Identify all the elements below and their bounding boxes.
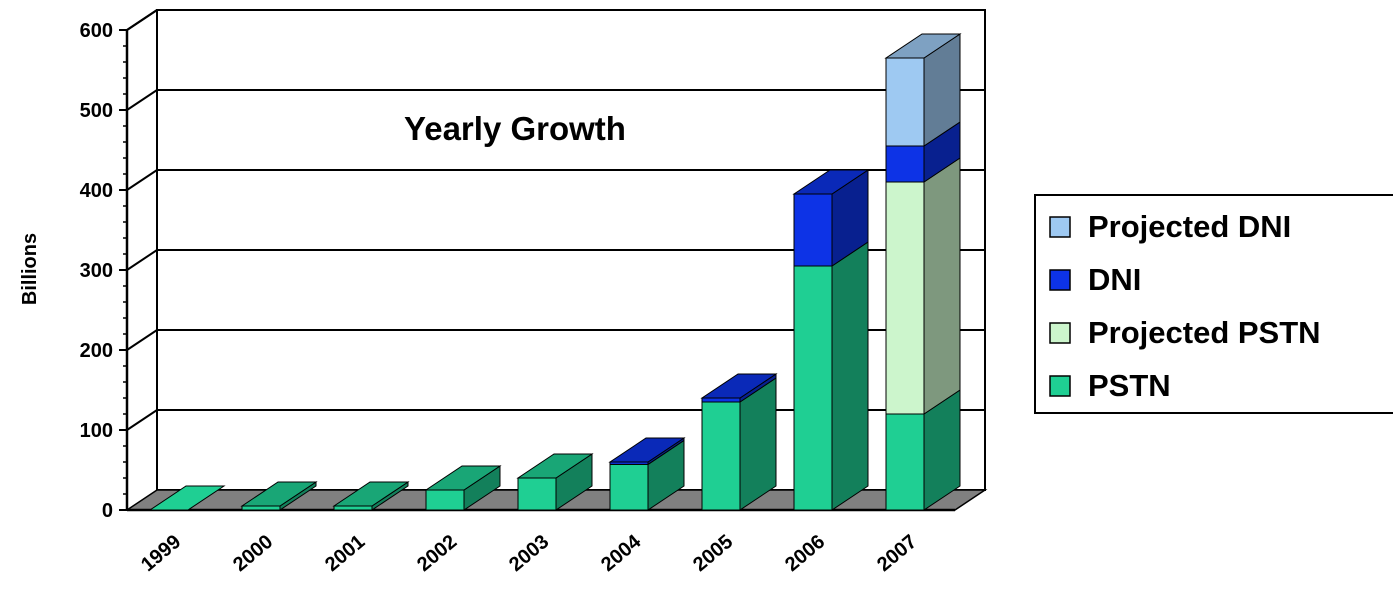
x-tick-label: 2004 bbox=[597, 530, 646, 576]
bar-segment-pstn bbox=[517, 477, 557, 511]
y-tick-label: 600 bbox=[80, 20, 113, 42]
bar-top bbox=[148, 485, 226, 511]
y-tick-label: 100 bbox=[80, 420, 113, 442]
legend-box bbox=[1034, 194, 1393, 414]
legend-swatch bbox=[1049, 375, 1071, 397]
bar-segment-pstn bbox=[793, 265, 833, 511]
legend-label: PSTN bbox=[1088, 368, 1171, 403]
bar-2000 bbox=[240, 481, 318, 511]
x-tick-label: 2006 bbox=[781, 531, 829, 576]
bar-2006 bbox=[792, 169, 870, 511]
bar-2007 bbox=[884, 33, 962, 511]
bar-segment-dni bbox=[793, 193, 833, 267]
x-tick-label: 2003 bbox=[505, 531, 553, 576]
y-tick-label: 300 bbox=[80, 260, 113, 282]
bar-segment-pstn bbox=[609, 463, 649, 511]
bar-segment-projected-pstn-side bbox=[923, 157, 961, 415]
gridline bbox=[126, 329, 985, 351]
legend-label: Projected DNI bbox=[1088, 209, 1291, 244]
bar-segment-pstn-top bbox=[516, 453, 594, 479]
bar-segment-pstn-top bbox=[424, 465, 502, 491]
x-tick-label: 2005 bbox=[689, 531, 737, 576]
bar-segment-projected-dni bbox=[885, 57, 925, 147]
bar-segment-pstn bbox=[701, 401, 741, 511]
legend-swatch bbox=[1049, 216, 1071, 238]
bar-segment-pstn bbox=[333, 505, 373, 511]
bar-segment-dni-top bbox=[700, 373, 778, 399]
y-tick-label: 500 bbox=[80, 100, 113, 122]
gridline bbox=[126, 9, 985, 31]
bar-2004 bbox=[608, 437, 686, 511]
bar-segment-projected-dni-top bbox=[884, 33, 962, 59]
x-tick-label: 2007 bbox=[873, 531, 921, 576]
bar-segment-pstn-side bbox=[831, 241, 869, 511]
bar-1999 bbox=[148, 485, 226, 511]
bar-segment-pstn bbox=[425, 489, 465, 511]
y-tick-label: 200 bbox=[80, 340, 113, 362]
bar-2003 bbox=[516, 453, 594, 511]
gridline bbox=[126, 89, 985, 111]
legend: Projected DNI DNI Projected PSTN PSTN bbox=[1034, 194, 1393, 414]
legend-swatch bbox=[1049, 269, 1071, 291]
x-tick-label: 2001 bbox=[321, 531, 369, 576]
y-tick-label: 400 bbox=[80, 180, 113, 202]
gridline bbox=[126, 169, 985, 191]
bar-segment-dni-top bbox=[608, 437, 686, 463]
bar-segment-pstn bbox=[241, 505, 281, 511]
bar-segment-dni bbox=[885, 145, 925, 183]
bar-segment-pstn bbox=[885, 413, 925, 511]
bar-segment-pstn-top bbox=[332, 481, 410, 507]
bars bbox=[148, 33, 962, 511]
legend-label: Projected PSTN bbox=[1088, 315, 1321, 350]
legend-label: DNI bbox=[1088, 262, 1141, 297]
y-axis-label: Billions bbox=[19, 233, 41, 305]
x-tick-label: 1999 bbox=[137, 531, 185, 576]
bar-segment-pstn-top bbox=[240, 481, 318, 507]
gridline bbox=[126, 249, 985, 271]
bar-2005 bbox=[700, 373, 778, 511]
bar-segment-dni-top bbox=[792, 169, 870, 195]
x-tick-label: 2002 bbox=[413, 531, 461, 576]
bar-2002 bbox=[424, 465, 502, 511]
x-tick-label: 2000 bbox=[229, 531, 277, 576]
chart-title: Yearly Growth bbox=[404, 110, 626, 147]
bar-segment-projected-pstn bbox=[885, 181, 925, 415]
legend-swatch bbox=[1049, 322, 1071, 344]
bar-segment-dni bbox=[701, 397, 741, 403]
bar-2001 bbox=[332, 481, 410, 511]
y-tick-label: 0 bbox=[102, 500, 113, 522]
